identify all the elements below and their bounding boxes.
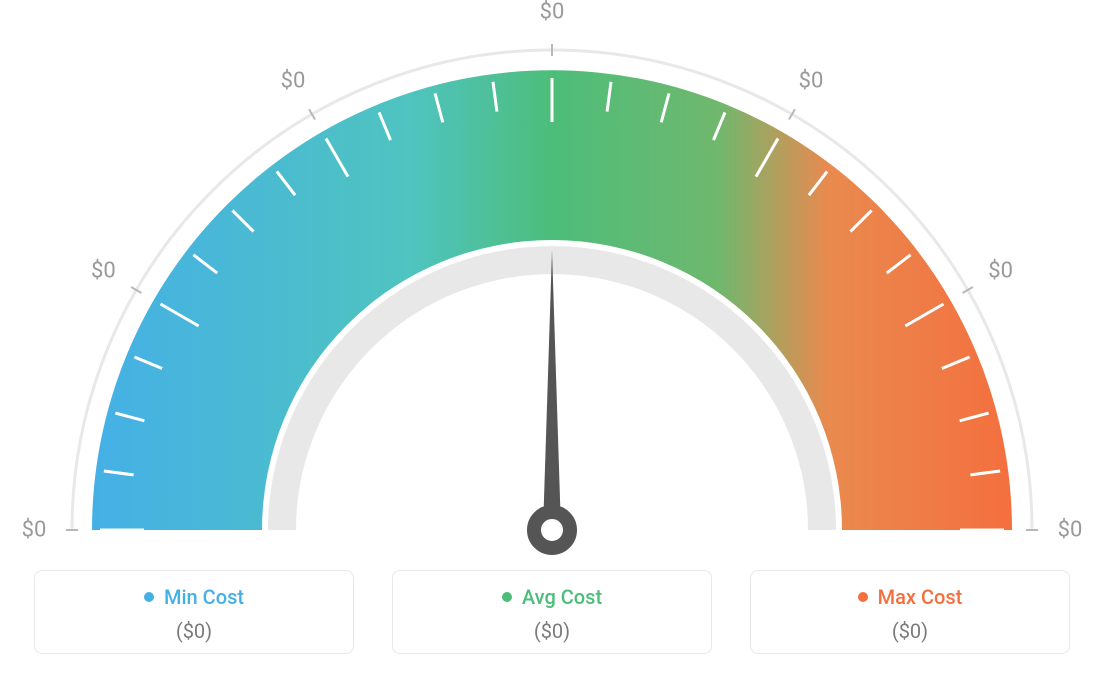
legend-label-avg: Avg Cost (522, 585, 602, 609)
gauge-svg (0, 10, 1104, 570)
gauge-tick-label: $0 (540, 0, 565, 25)
legend-label-min: Min Cost (164, 585, 244, 609)
legend-header-min: Min Cost (144, 585, 244, 609)
gauge-chart: $0$0$0$0$0$0$0 (0, 10, 1104, 570)
legend-card-min: Min Cost ($0) (34, 570, 354, 654)
gauge-tick-label: $0 (281, 69, 306, 94)
gauge-tick-label: $0 (91, 259, 116, 284)
legend-header-avg: Avg Cost (502, 585, 602, 609)
legend-value-avg: ($0) (534, 619, 570, 643)
legend-row: Min Cost ($0) Avg Cost ($0) Max Cost ($0… (34, 570, 1070, 654)
legend-label-max: Max Cost (878, 585, 963, 609)
gauge-tick-label: $0 (988, 259, 1013, 284)
legend-header-max: Max Cost (858, 585, 963, 609)
legend-card-max: Max Cost ($0) (750, 570, 1070, 654)
gauge-tick-label: $0 (22, 518, 47, 543)
legend-value-min: ($0) (176, 619, 212, 643)
gauge-tick-label: $0 (1058, 518, 1083, 543)
legend-dot-max (858, 592, 868, 602)
gauge-tick-label: $0 (799, 69, 824, 94)
legend-value-max: ($0) (892, 619, 928, 643)
legend-card-avg: Avg Cost ($0) (392, 570, 712, 654)
chart-wrap: $0 $0 $0 $0 $0 $0 $0 Min Cost ($0) Avg Cost ($… (0, 0, 1104, 690)
legend-dot-min (144, 592, 154, 602)
legend-dot-avg (502, 592, 512, 602)
